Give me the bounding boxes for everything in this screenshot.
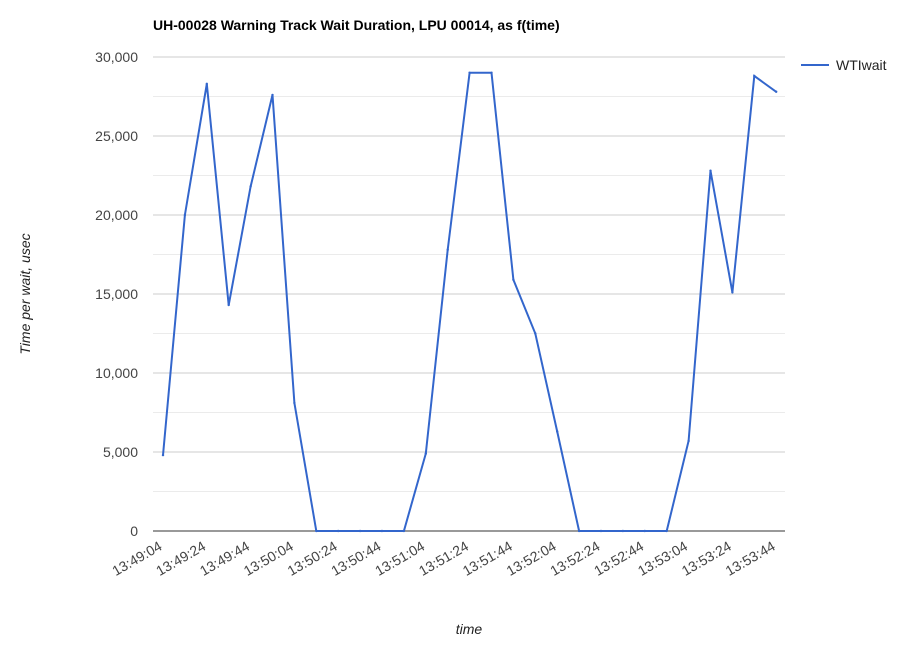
- data-points: [161, 71, 778, 533]
- data-point: [512, 278, 515, 281]
- x-tick-label: 13:51:24: [416, 538, 471, 579]
- data-point: [490, 71, 493, 75]
- data-point: [315, 529, 318, 533]
- x-tick-label: 13:50:24: [285, 538, 340, 579]
- data-point: [358, 529, 362, 533]
- x-tick-label: 13:53:04: [635, 538, 690, 579]
- y-tick-label: 15,000: [95, 286, 138, 302]
- data-point: [643, 529, 646, 533]
- data-point: [161, 453, 165, 457]
- x-tick-label: 13:51:44: [460, 538, 515, 579]
- y-tick-label: 30,000: [95, 49, 138, 65]
- data-point: [271, 93, 274, 97]
- y-tick-label: 0: [130, 523, 138, 539]
- data-point: [665, 529, 668, 533]
- x-tick-label: 13:52:44: [591, 538, 646, 579]
- x-tick-label: 13:52:24: [547, 538, 602, 579]
- x-tick-label: 13:49:44: [197, 538, 252, 579]
- data-point: [621, 529, 625, 533]
- data-point: [380, 529, 384, 533]
- x-tick-label: 13:53:24: [679, 538, 734, 579]
- data-point: [753, 74, 756, 78]
- data-point: [205, 82, 208, 86]
- data-point: [468, 71, 471, 75]
- x-axis-title: time: [456, 621, 483, 637]
- data-point: [687, 439, 690, 443]
- x-tick-label: 13:52:04: [504, 538, 559, 579]
- legend-label-wtiwait: WTIwait: [836, 57, 887, 73]
- data-point: [534, 332, 537, 335]
- x-tick-label: 13:50:04: [241, 538, 296, 579]
- gridlines: [153, 56, 785, 492]
- data-point: [424, 452, 427, 455]
- data-point: [227, 303, 230, 307]
- data-point: [577, 529, 581, 533]
- data-point: [556, 430, 559, 433]
- data-point: [402, 529, 406, 533]
- y-axis-ticks: 0 5,000 10,000 15,000 20,000 25,000 30,000: [95, 49, 138, 539]
- data-point: [446, 248, 449, 251]
- data-point: [775, 90, 778, 93]
- x-tick-label: 13:49:04: [109, 538, 164, 579]
- x-tick-label: 13:53:44: [723, 538, 778, 579]
- y-tick-label: 5,000: [103, 444, 138, 460]
- legend: WTIwait: [801, 57, 887, 73]
- x-tick-label: 13:50:44: [328, 538, 383, 579]
- chart-title: UH-00028 Warning Track Wait Duration, LP…: [153, 17, 560, 33]
- data-point: [183, 213, 187, 217]
- data-point: [337, 529, 340, 533]
- data-point: [709, 169, 712, 172]
- data-point: [249, 185, 252, 188]
- x-tick-label: 13:49:24: [153, 538, 208, 579]
- x-axis-ticks: 13:49:0413:49:2413:49:4413:50:0413:50:24…: [109, 538, 778, 579]
- data-point: [599, 529, 603, 533]
- y-axis-title: Time per wait, usec: [17, 233, 33, 354]
- y-tick-label: 25,000: [95, 128, 138, 144]
- series-line-wtiwait: [162, 71, 777, 532]
- data-point: [293, 401, 296, 405]
- y-tick-label: 10,000: [95, 365, 138, 381]
- x-tick-label: 13:51:04: [372, 538, 427, 579]
- data-point: [731, 291, 734, 294]
- y-tick-label: 20,000: [95, 207, 138, 223]
